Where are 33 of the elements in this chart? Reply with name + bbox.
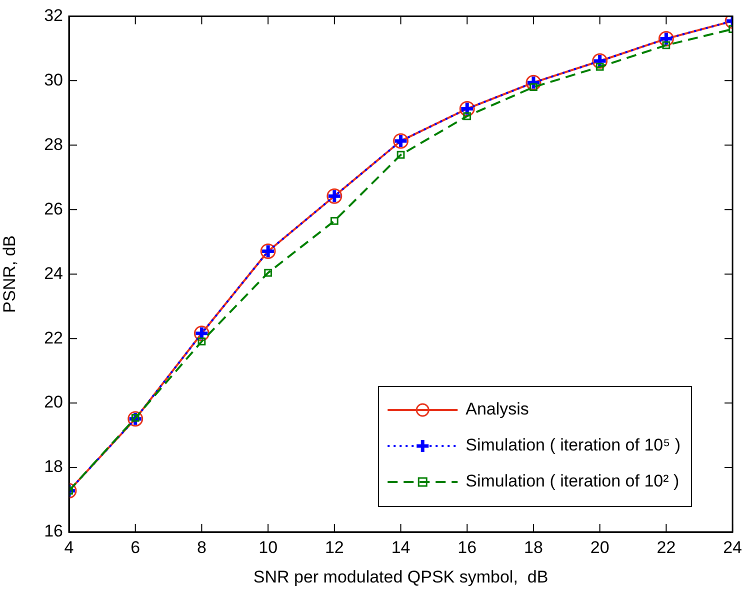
x-tick-label: 6 xyxy=(130,538,140,557)
y-tick-label: 28 xyxy=(44,134,63,154)
x-axis-title: SNR per modulated QPSK symbol, dB xyxy=(253,567,548,586)
legend-label: Simulation ( iteration of 10⁵ ) xyxy=(466,436,681,455)
point xyxy=(530,83,538,92)
point xyxy=(198,338,206,346)
point xyxy=(662,41,670,50)
legend-label: Simulation ( iteration of 10² ) xyxy=(466,472,680,491)
x-tick-label: 4 xyxy=(64,538,74,557)
y-tick-label: 32 xyxy=(44,6,63,25)
x-tick-label: 18 xyxy=(524,538,543,557)
x-tick-label: 10 xyxy=(258,538,278,557)
y-tick-label: 22 xyxy=(44,328,63,348)
y-tick-label: 24 xyxy=(44,264,63,283)
x-tick-label: 24 xyxy=(723,538,742,557)
x-tick-label: 20 xyxy=(590,538,610,557)
y-tick-label: 30 xyxy=(44,70,63,90)
point xyxy=(396,150,405,159)
point xyxy=(264,268,272,277)
point xyxy=(596,62,604,71)
y-tick-label: 18 xyxy=(44,457,63,476)
point xyxy=(463,112,472,120)
y-tick-label: 20 xyxy=(44,392,63,412)
x-tick-label: 16 xyxy=(458,538,477,557)
legend-label: Analysis xyxy=(466,400,529,419)
y-tick-label: 26 xyxy=(44,199,63,218)
point xyxy=(330,216,338,225)
x-tick-label: 22 xyxy=(656,538,676,557)
y-tick-label: 16 xyxy=(44,522,63,541)
x-tick-label: 12 xyxy=(324,538,344,557)
y-axis-title: PSNR, dB xyxy=(0,235,19,313)
x-tick-label: 14 xyxy=(391,538,410,557)
x-tick-label: 8 xyxy=(196,538,206,557)
